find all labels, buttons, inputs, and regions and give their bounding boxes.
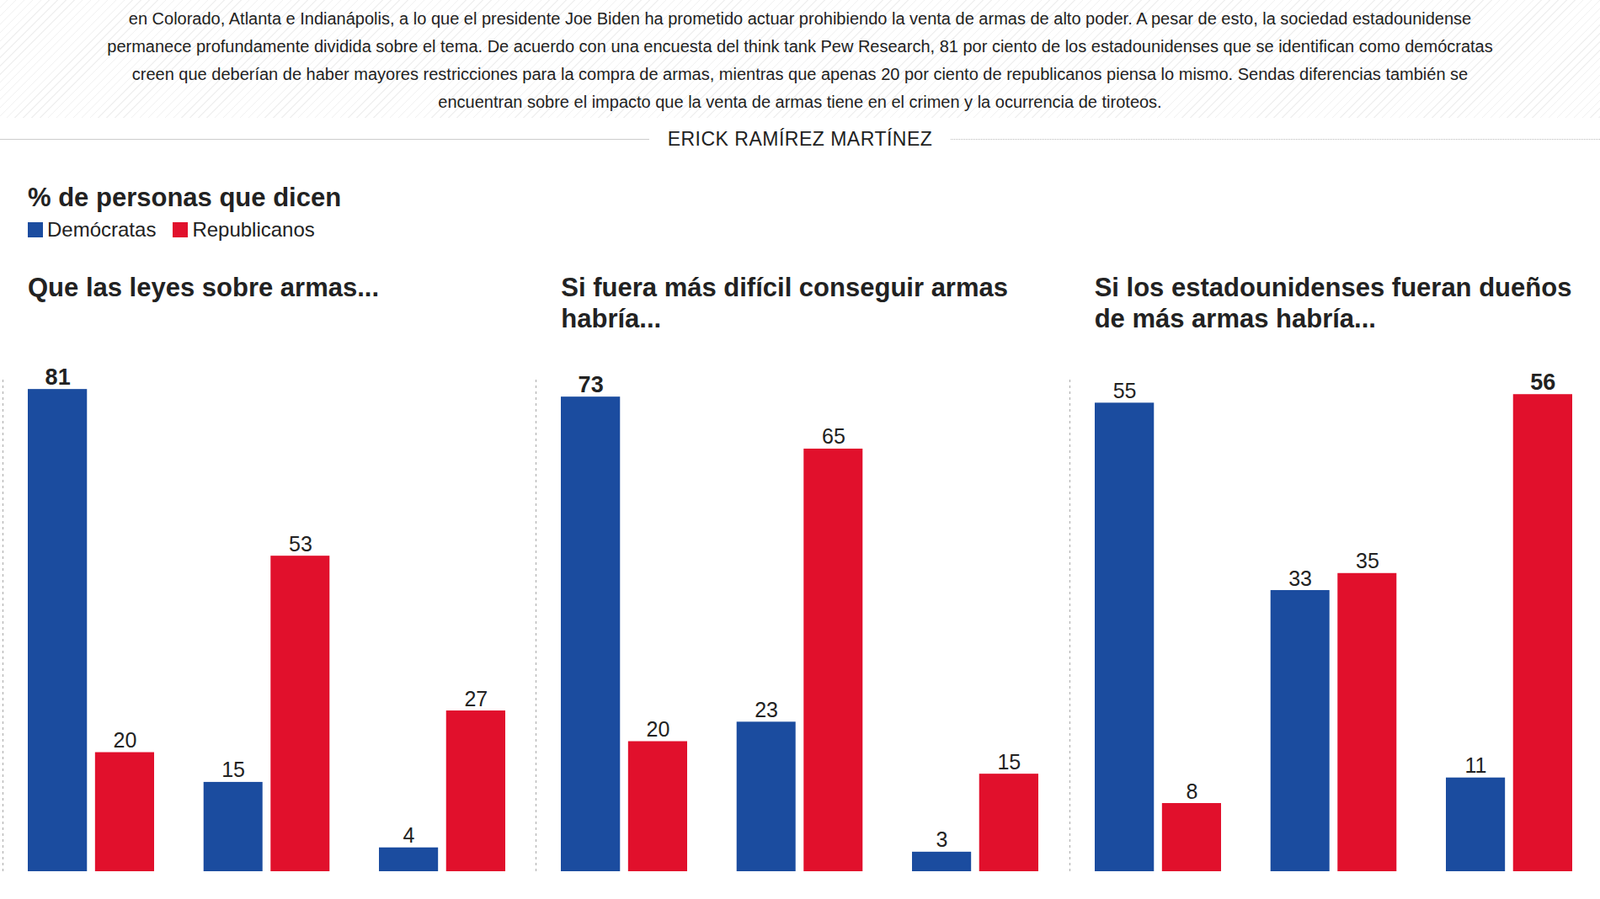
html-text:Si fuera más difícil conseguir: Si fuera más difícil conseguir armas hab…	[561, 272, 1008, 334]
svg-text:15: 15	[997, 750, 1022, 774]
html-text:Republicanos: Republicanos	[192, 218, 315, 241]
svg-text:33: 33	[1288, 566, 1312, 591]
svg-text:15: 15	[221, 757, 246, 782]
svg-text:8: 8	[1185, 779, 1198, 804]
html-text:Si los estadounidenses fueran: Si los estadounidenses fueran dueños de …	[1094, 272, 1572, 334]
html-text:% de personas que dicen: % de personas que dicen	[27, 182, 342, 213]
svg-text:55: 55	[1112, 378, 1136, 403]
svg-text:53: 53	[288, 532, 313, 556]
svg-text:35: 35	[1355, 549, 1380, 573]
svg-text:56: 56	[1530, 369, 1556, 395]
svg-text:65: 65	[821, 424, 846, 448]
svg-text:20: 20	[113, 728, 138, 752]
svg-text:11: 11	[1464, 753, 1487, 778]
svg-text:73: 73	[578, 372, 604, 398]
html-text:en Colorado, Atlanta e Indianá: en Colorado, Atlanta e Indianápolis, a l…	[107, 9, 1493, 112]
svg-text:23: 23	[755, 698, 779, 722]
svg-text:81: 81	[45, 364, 71, 390]
svg-text:3: 3	[936, 827, 949, 852]
svg-text:4: 4	[403, 823, 416, 848]
html-text:Que las leyes sobre armas...: Que las leyes sobre armas...	[27, 272, 379, 303]
svg-text:27: 27	[464, 687, 488, 711]
html-text:Demócratas: Demócratas	[47, 218, 157, 241]
svg-text:20: 20	[646, 717, 671, 742]
html-text:ERICK RAMÍREZ MARTÍNEZ: ERICK RAMÍREZ MARTÍNEZ	[667, 128, 933, 150]
